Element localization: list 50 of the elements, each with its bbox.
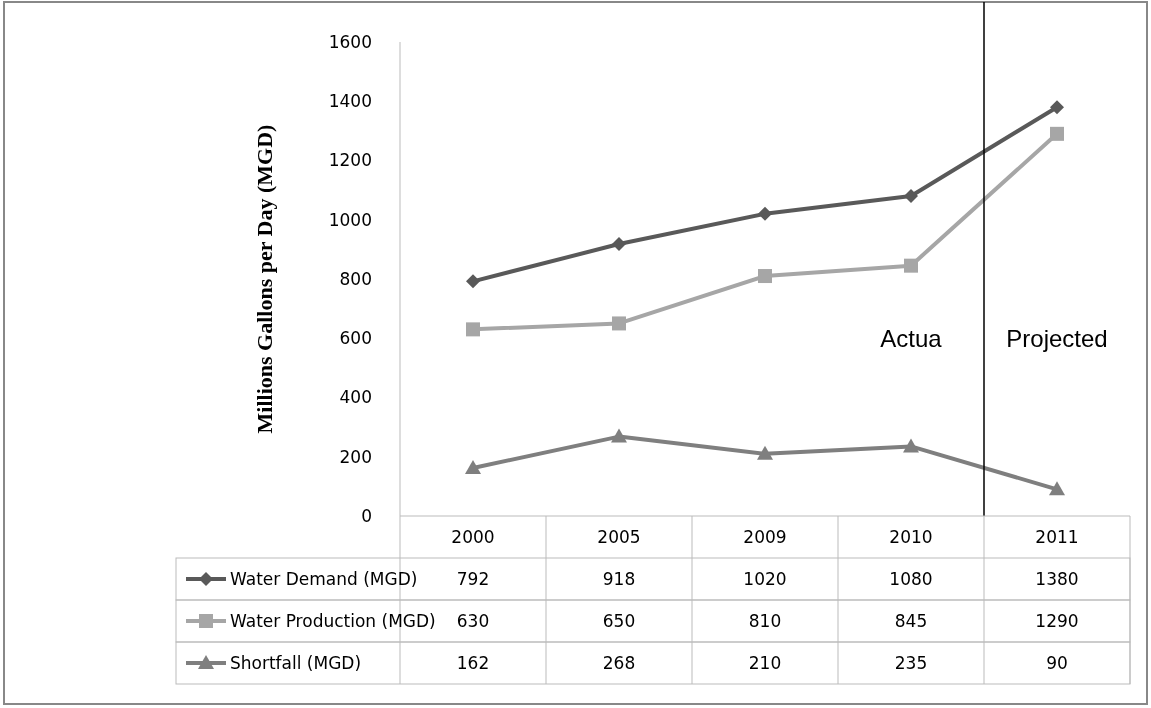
y-tick-label: 1000: [328, 209, 372, 230]
y-tick-label: 1400: [328, 91, 372, 112]
x-tick-label: 2010: [889, 526, 933, 547]
point: [465, 460, 481, 475]
point: [1050, 100, 1064, 115]
point: [466, 274, 480, 289]
x-tick-label: 2005: [597, 526, 641, 547]
x-tick-label: 2009: [743, 526, 787, 547]
legend-label: Water Demand (MGD): [230, 568, 418, 589]
y-tick-label: 800: [339, 268, 372, 289]
data-label: 1380: [1035, 568, 1079, 589]
data-label: 1080: [889, 568, 933, 589]
point: [1050, 126, 1064, 141]
data-label: 1290: [1035, 610, 1079, 631]
data-label: 918: [602, 568, 636, 589]
point: [612, 316, 626, 331]
legend-label: Water Production (MGD): [230, 610, 436, 631]
data-label: 268: [602, 652, 636, 673]
data-label: 630: [456, 610, 490, 631]
point: [1049, 481, 1065, 496]
annotation: Actua: [880, 324, 943, 352]
data-label: 650: [602, 610, 636, 631]
data-label: 1020: [743, 568, 787, 589]
data-label: 162: [456, 652, 490, 673]
legend-label: Shortfall (MGD): [230, 652, 362, 673]
data-label: 845: [894, 610, 928, 631]
data-label: 90: [1046, 652, 1068, 673]
y-tick-label: 1600: [328, 31, 372, 52]
data-label: 792: [456, 568, 490, 589]
y-tick-label: 600: [339, 328, 372, 349]
point: [466, 322, 480, 337]
y-tick-label: 400: [339, 387, 372, 408]
point: [903, 438, 919, 453]
point: [612, 237, 626, 252]
data-label: 235: [894, 652, 928, 673]
x-tick-label: 2000: [451, 526, 495, 547]
point: [611, 428, 627, 443]
y-axis-title: Millions Gallons per Day (MGD): [252, 124, 277, 434]
y-tick-label: 1200: [328, 150, 372, 171]
annotation: Projected: [1006, 324, 1108, 352]
data-label: 810: [748, 610, 782, 631]
point: [904, 258, 918, 273]
y-tick-label: 0: [361, 505, 372, 526]
x-tick-label: 2011: [1035, 526, 1079, 547]
point: [758, 206, 772, 221]
y-tick-label: 200: [339, 446, 372, 467]
point: [904, 189, 918, 204]
data-label: 210: [748, 652, 782, 673]
point: [758, 269, 772, 284]
point: [757, 445, 773, 460]
